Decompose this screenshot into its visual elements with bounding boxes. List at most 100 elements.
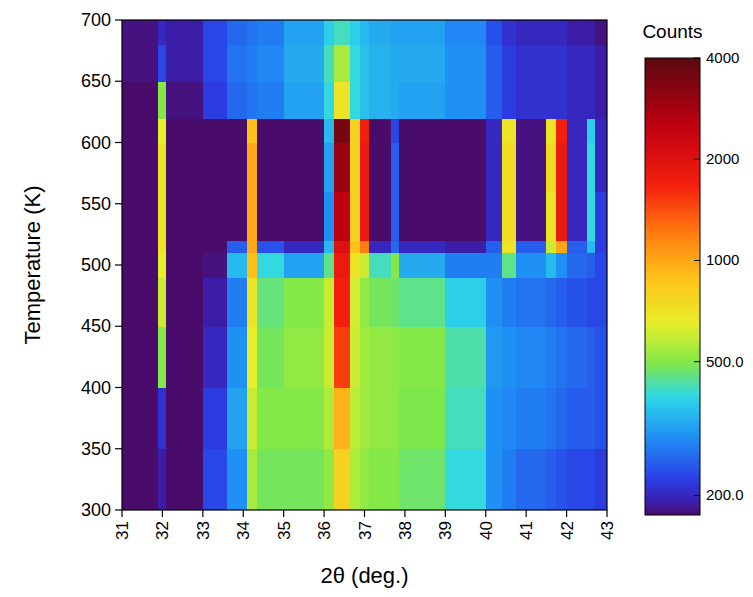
- x-tick-label: 41: [517, 521, 536, 540]
- heat-cell: [391, 81, 400, 118]
- heat-cell: [445, 20, 486, 45]
- heat-cell: [360, 45, 369, 82]
- heat-cell: [567, 20, 588, 45]
- heat-cell: [516, 192, 547, 242]
- heat-cell: [369, 253, 392, 278]
- heat-cell: [122, 118, 159, 143]
- heat-cell: [257, 388, 284, 450]
- x-tick-label: 39: [436, 521, 455, 540]
- heat-cell: [166, 388, 203, 450]
- heat-cell: [391, 253, 400, 278]
- heat-cell: [350, 326, 361, 388]
- heat-cell: [391, 192, 400, 242]
- heat-cell: [369, 326, 392, 388]
- x-tick: [121, 510, 122, 517]
- heat-cell: [227, 192, 248, 242]
- heat-cell: [546, 143, 557, 193]
- heat-cell: [502, 388, 517, 450]
- y-tick: [115, 203, 122, 204]
- heat-cell: [257, 118, 284, 143]
- heat-cell: [350, 81, 361, 118]
- heat-cell: [122, 81, 159, 118]
- heat-cell: [334, 277, 351, 327]
- heat-cell: [350, 253, 361, 278]
- heat-cell: [324, 45, 335, 82]
- y-tick: [115, 509, 122, 510]
- heat-cell: [516, 388, 547, 450]
- heat-cell: [166, 143, 203, 193]
- y-tick: [115, 326, 122, 327]
- heat-cell: [486, 20, 503, 45]
- heat-cell: [166, 277, 203, 327]
- heat-cell: [546, 20, 557, 45]
- colorbar-tick: [694, 260, 700, 261]
- heat-cell: [203, 20, 228, 45]
- heat-cell: [502, 277, 517, 327]
- x-tick: [526, 510, 527, 517]
- heat-cell: [516, 241, 547, 254]
- heat-cell: [284, 388, 325, 450]
- heat-cell: [546, 253, 557, 278]
- heat-cell: [587, 253, 596, 278]
- heat-cell: [445, 143, 486, 193]
- heat-cell: [556, 45, 567, 82]
- heat-cell: [203, 326, 228, 388]
- heat-cell: [158, 45, 167, 82]
- x-tick-label: 32: [153, 521, 172, 540]
- heat-cell: [587, 449, 596, 510]
- y-tick-label: 500: [81, 255, 111, 275]
- heat-cell: [399, 326, 446, 388]
- heat-cell: [587, 192, 596, 242]
- heat-cell: [350, 388, 361, 450]
- heat-cell: [122, 20, 159, 45]
- heat-cell: [334, 192, 351, 242]
- heat-cell: [324, 81, 335, 118]
- heat-cell: [247, 277, 258, 327]
- heat-cell: [284, 449, 325, 510]
- heat-cell: [516, 81, 547, 118]
- heat-cell: [502, 326, 517, 388]
- y-tick-label: 350: [81, 439, 111, 459]
- heat-cell: [369, 277, 392, 327]
- heat-cell: [360, 241, 369, 254]
- heat-cell: [445, 192, 486, 242]
- heat-cell: [166, 326, 203, 388]
- y-axis-title: Temperature (K): [20, 186, 45, 345]
- heat-cell: [391, 45, 400, 82]
- heat-cell: [587, 277, 596, 327]
- heat-cell: [486, 253, 503, 278]
- heat-cell: [247, 20, 258, 45]
- heat-cell: [486, 241, 503, 254]
- heat-cell: [399, 118, 446, 143]
- heat-cell: [516, 143, 547, 193]
- heat-cell: [567, 192, 588, 242]
- heat-cell: [257, 253, 284, 278]
- heat-cell: [324, 449, 335, 510]
- heat-cell: [391, 118, 400, 143]
- x-tick: [566, 510, 567, 517]
- heat-cell: [516, 118, 547, 143]
- heat-cell: [567, 45, 588, 82]
- heat-cell: [324, 118, 335, 143]
- heat-cell: [227, 241, 248, 254]
- heat-cell: [399, 253, 446, 278]
- heat-cell: [595, 241, 607, 254]
- heat-cell: [546, 388, 557, 450]
- heat-cell: [360, 449, 369, 510]
- heat-cell: [516, 45, 547, 82]
- heat-cell: [284, 326, 325, 388]
- heat-cell: [445, 241, 486, 254]
- heat-cell: [516, 253, 547, 278]
- colorbar-tick-label: 200.0: [706, 486, 744, 503]
- colorbar-tick: [694, 58, 700, 59]
- heat-cell: [203, 277, 228, 327]
- x-tick-label: 35: [275, 521, 294, 540]
- heat-cell: [247, 45, 258, 82]
- heat-cell: [284, 143, 325, 193]
- heat-cell: [350, 241, 361, 254]
- heat-cell: [486, 326, 503, 388]
- heat-cell: [122, 143, 159, 193]
- heat-cell: [227, 81, 248, 118]
- heat-cell: [391, 277, 400, 327]
- heatmap-cells: [122, 20, 607, 510]
